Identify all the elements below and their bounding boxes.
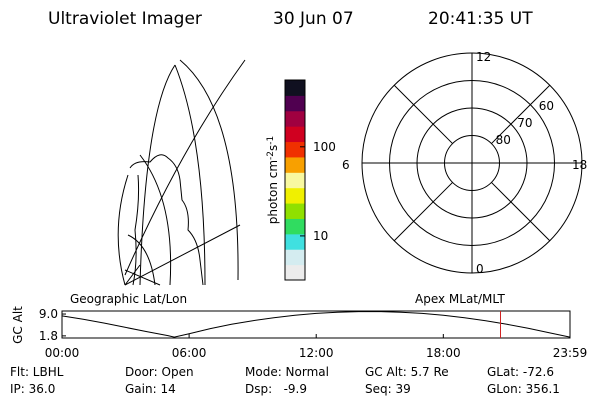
colorbar-tick-label: 100 (313, 140, 336, 154)
color-swatch (285, 80, 305, 96)
x-tick-label: 00:00 (45, 346, 80, 360)
title: Ultraviolet Imager (48, 9, 202, 29)
color-swatch (285, 110, 305, 127)
altitude-curve (61, 311, 571, 338)
color-swatch (285, 218, 305, 235)
time: 20:41:35 UT (428, 9, 533, 29)
color-swatch (285, 95, 305, 112)
mlt-label: 18 (572, 158, 587, 172)
y-tick-label: 1.8 (39, 329, 58, 343)
x-tick-label: 18:00 (426, 346, 461, 360)
status-field: Dsp: -9.9 (245, 382, 307, 396)
colorbar-unit: photon cm-2s-1 (266, 136, 280, 225)
map-label: Geographic Lat/Lon (70, 292, 187, 306)
status-field: GLat: -72.6 (487, 365, 554, 379)
lat-label: 70 (517, 116, 532, 130)
color-swatch (285, 172, 305, 189)
alt-ylabel: GC Alt (11, 306, 25, 344)
spoke (491, 84, 551, 144)
color-swatch (285, 203, 305, 219)
status-field: Door: Open (125, 365, 194, 379)
color-swatch (285, 233, 305, 250)
mlt-label: 12 (476, 50, 491, 64)
x-tick-label: 12:00 (299, 346, 334, 360)
status-field: Gain: 14 (125, 382, 176, 396)
status-field: GLon: 356.1 (487, 382, 560, 396)
status-field: Seq: 39 (365, 382, 411, 396)
spoke (491, 182, 551, 242)
colorbar-tick-label: 10 (313, 229, 328, 243)
status-field: IP: 36.0 (10, 382, 55, 396)
lat-label: 60 (539, 99, 554, 113)
alt-frame (61, 310, 571, 339)
date: 30 Jun 07 (273, 9, 354, 29)
mlt-label: 0 (476, 262, 484, 276)
color-swatch (285, 187, 305, 204)
color-swatch (285, 126, 305, 143)
spoke (393, 182, 453, 242)
spoke (393, 84, 453, 144)
geo-map (117, 59, 246, 286)
status-field: Flt: LBHL (10, 365, 64, 379)
y-tick-label: 9.0 (39, 307, 58, 321)
color-swatch (285, 141, 305, 158)
color-swatch (285, 249, 305, 266)
x-tick-label: 23:59 (553, 346, 588, 360)
colorbar: 100 10 (284, 79, 336, 281)
status-field: Mode: Normal (245, 365, 329, 379)
color-swatch (285, 156, 305, 173)
color-swatch (285, 264, 305, 281)
lat-label: 80 (496, 133, 511, 147)
x-tick-label: 06:00 (172, 346, 207, 360)
colorbar-frame (284, 79, 306, 281)
mlt-label: 6 (342, 158, 350, 172)
polar-label: Apex MLat/MLT (415, 292, 505, 306)
status-field: GC Alt: 5.7 Re (365, 365, 449, 379)
